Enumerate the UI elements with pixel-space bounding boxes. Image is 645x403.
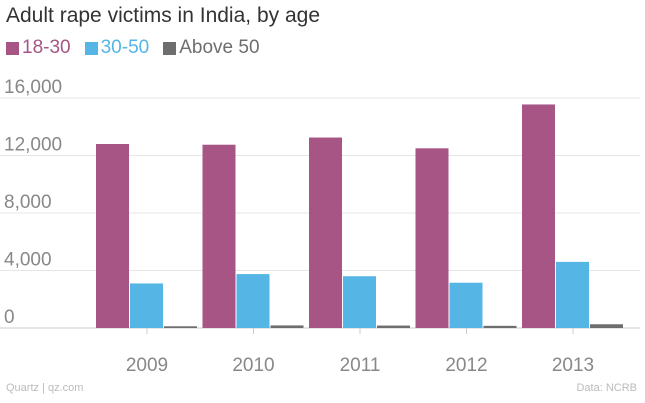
bar-30-50-2013 (556, 261, 589, 328)
y-tick-label: 0 (4, 307, 15, 328)
legend-label-above-50: Above 50 (179, 37, 260, 58)
bar-30-50-2010 (236, 274, 270, 328)
y-tick-label: 8,000 (4, 192, 52, 213)
legend-label-18-30: 18-30 (22, 37, 71, 58)
legend-item-30-50: 30-50 (84, 37, 150, 59)
chart-title: Adult rape victims in India, by age (6, 4, 320, 27)
bar-18-30-2012 (415, 148, 449, 328)
legend-item-above-50: Above 50 (163, 37, 260, 59)
legend-item-18-30: 18-30 (6, 37, 71, 59)
legend-swatch-18-30 (6, 41, 19, 55)
legend-swatch-30-50 (84, 41, 98, 55)
bar-above-50-2011 (377, 325, 410, 328)
bar-30-50-2009 (130, 283, 163, 328)
bar-above-50-2013 (590, 324, 623, 328)
x-tick-label: 2011 (340, 355, 381, 376)
x-tick-label: 2013 (552, 355, 594, 376)
footer-data-credit: Data: NCRB (576, 382, 637, 394)
x-tick-label: 2009 (126, 355, 168, 376)
y-tick-label: 16,000 (4, 77, 62, 98)
bar-above-50-2009 (164, 326, 197, 328)
bar-30-50-2012 (449, 282, 483, 328)
y-tick-label: 4,000 (4, 250, 52, 271)
bar-above-50-2010 (270, 325, 304, 328)
bar-18-30-2013 (522, 104, 555, 328)
x-tick-label: 2012 (445, 355, 487, 376)
y-tick-label: 12,000 (4, 135, 62, 156)
chart-legend: 18-30 30-50 Above 50 (6, 37, 274, 59)
legend-swatch-above-50 (163, 41, 177, 55)
legend-label-30-50: 30-50 (100, 37, 150, 58)
x-tick-label: 2010 (232, 355, 274, 376)
bar-18-30-2009 (96, 144, 129, 328)
bar-18-30-2010 (202, 144, 236, 328)
bar-18-30-2011 (309, 137, 342, 328)
bar-above-50-2012 (483, 325, 517, 328)
bar-30-50-2011 (343, 276, 376, 328)
footer-source: Quartz | qz.com (6, 382, 84, 394)
